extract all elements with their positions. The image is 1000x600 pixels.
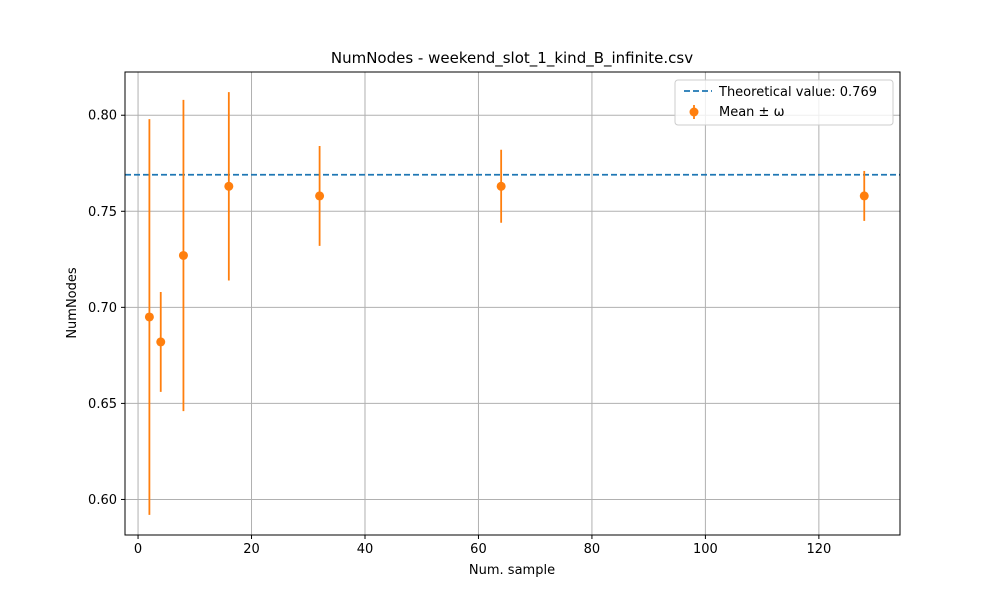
x-ticks: 0 20 40 60 80 100 120 [134, 535, 831, 557]
y-tick-label: 0.75 [88, 205, 117, 220]
y-tick-label: 0.80 [88, 109, 117, 124]
x-tick-label: 120 [806, 542, 831, 557]
x-tick-label: 20 [243, 542, 260, 557]
legend-marker-swatch [689, 107, 699, 117]
x-tick-label: 60 [470, 542, 487, 557]
data-points [144, 181, 869, 347]
y-tick-label: 0.60 [88, 493, 117, 508]
data-point [315, 191, 325, 201]
data-point [178, 250, 188, 260]
data-point [156, 337, 166, 347]
chart-title: NumNodes - weekend_slot_1_kind_B_infinit… [331, 49, 693, 68]
x-tick-label: 40 [357, 542, 374, 557]
x-tick-label: 100 [693, 542, 718, 557]
y-tick-label: 0.65 [88, 397, 117, 412]
data-point [496, 181, 506, 191]
x-tick-label: 80 [584, 542, 601, 557]
y-ticks: 0.60 0.65 0.70 0.75 0.80 [88, 109, 125, 508]
x-tick-label: 0 [134, 542, 142, 557]
data-point [144, 312, 154, 322]
grid [125, 72, 900, 535]
plot-frame [124, 71, 901, 536]
legend-label-mean: Mean ± ω [719, 105, 784, 120]
legend-box [674, 79, 894, 126]
y-tick-label: 0.70 [88, 301, 117, 316]
data-point [224, 181, 234, 191]
legend-label-theoretical: Theoretical value: 0.769 [718, 85, 877, 100]
data-point [859, 191, 869, 201]
legend: Theoretical value: 0.769 Mean ± ω [674, 79, 894, 126]
x-axis-label: Num. sample [469, 563, 555, 578]
y-axis-label: NumNodes [65, 267, 80, 339]
